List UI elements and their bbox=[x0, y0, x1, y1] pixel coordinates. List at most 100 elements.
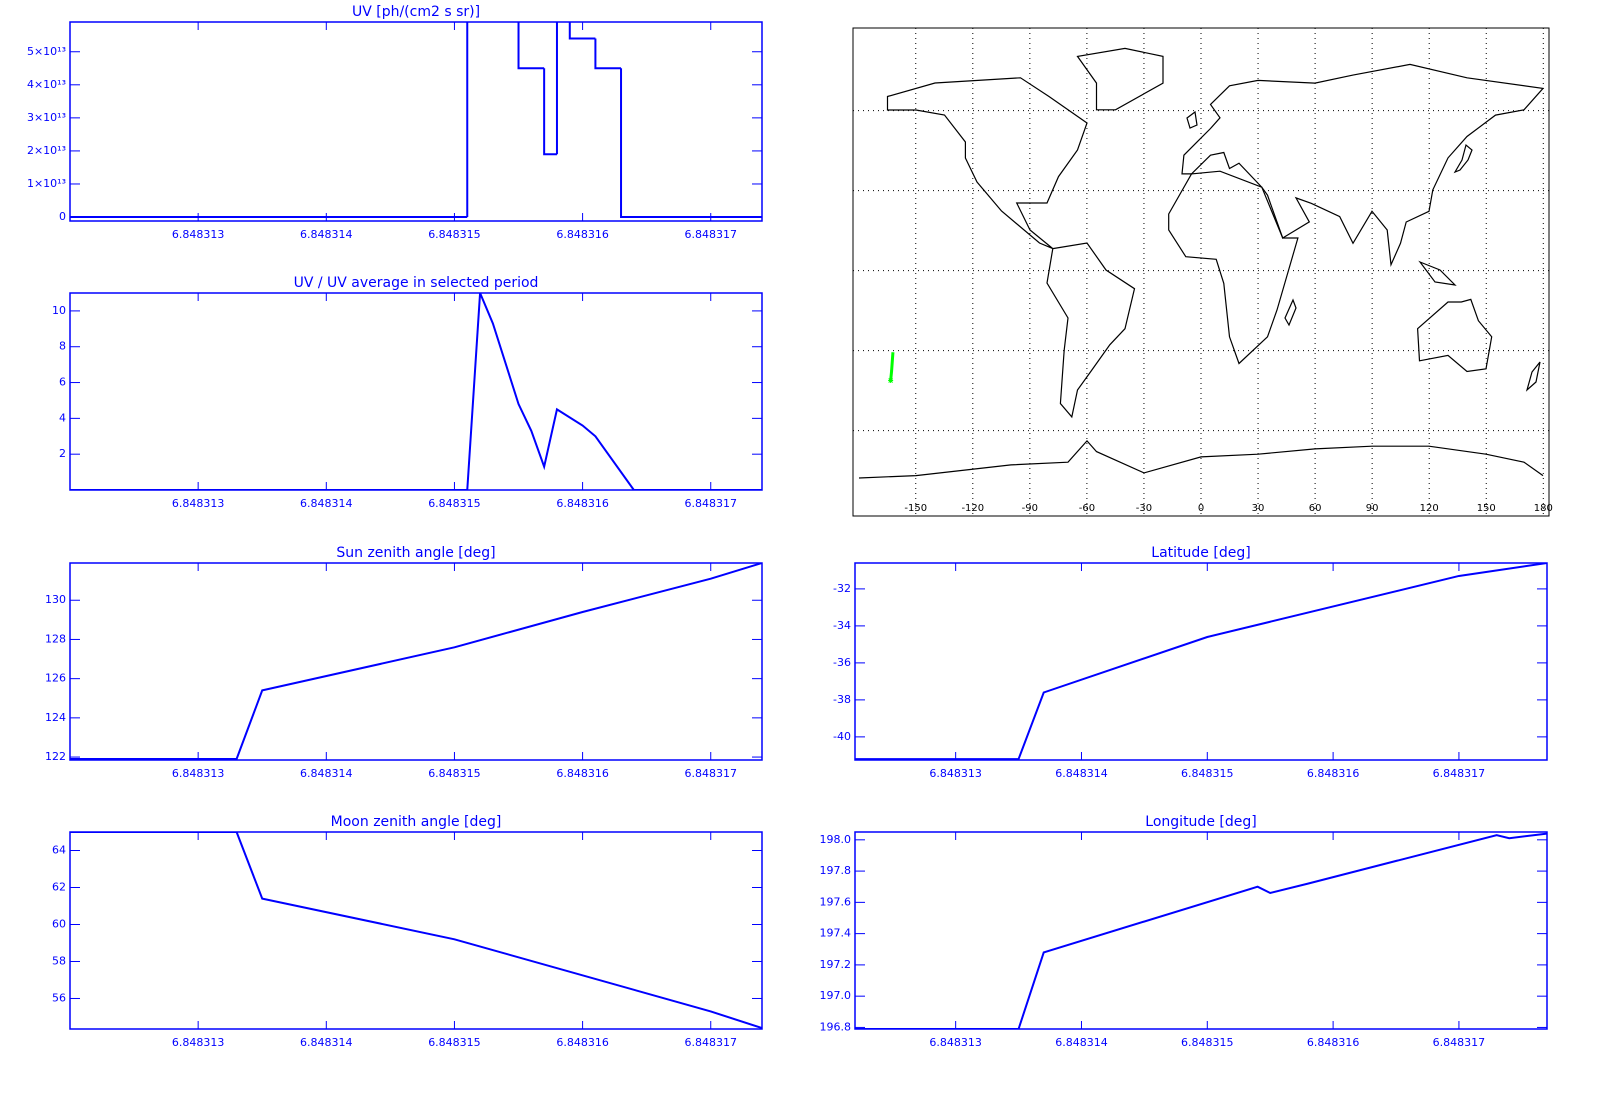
plot: UV / UV average in selected period 6.8483… bbox=[52, 275, 763, 510]
y-tick-label: 197.6 bbox=[820, 895, 852, 908]
x-tick-label: 6.848317 bbox=[684, 497, 737, 510]
y-tick-label: 197.4 bbox=[820, 927, 852, 940]
coastline bbox=[1046, 242, 1136, 419]
y-tick-label: 62 bbox=[52, 880, 66, 893]
y-tick-label: 1×10¹³ bbox=[27, 177, 66, 190]
x-tick-label: 120 bbox=[1420, 503, 1439, 514]
x-tick-label: 6.848316 bbox=[556, 228, 609, 241]
data-line bbox=[855, 563, 1547, 760]
x-tick-label: 6.848317 bbox=[1433, 767, 1486, 780]
x-tick-label: 6.848315 bbox=[428, 1036, 481, 1049]
step-segment bbox=[620, 68, 762, 219]
coastlines bbox=[858, 47, 1545, 479]
coastline bbox=[1284, 298, 1297, 327]
coastline bbox=[1186, 110, 1198, 129]
x-tick-label: 6.848313 bbox=[929, 767, 982, 780]
y-tick-label: 10 bbox=[52, 304, 66, 317]
x-tick-label: 30 bbox=[1252, 503, 1265, 514]
coastline bbox=[886, 77, 1088, 250]
x-tick-label: 6.848317 bbox=[1433, 1036, 1486, 1049]
coastline bbox=[1181, 63, 1545, 267]
x-tick-label: -60 bbox=[1079, 503, 1095, 514]
x-tick-label: 6.848313 bbox=[172, 497, 225, 510]
chart-title: Sun zenith angle [deg] bbox=[336, 545, 495, 561]
x-tick-label: 6.848316 bbox=[556, 1036, 609, 1049]
x-tick-label: 6.848314 bbox=[1055, 1036, 1108, 1049]
x-tick-label: 6.848314 bbox=[300, 228, 353, 241]
coastline bbox=[1168, 170, 1299, 365]
plot: UV [ph/(cm2 s sr)] 6.848313 6.848314 6.8483… bbox=[27, 4, 763, 241]
chart-title: Latitude [deg] bbox=[1151, 545, 1250, 561]
x-tick-label: 6.848314 bbox=[1055, 767, 1108, 780]
x-tick-label: 6.848315 bbox=[1181, 1036, 1234, 1049]
x-tick-label: 90 bbox=[1366, 503, 1379, 514]
chart-title: Moon zenith angle [deg] bbox=[331, 814, 502, 830]
plot-frame bbox=[854, 831, 1548, 1030]
data-line bbox=[70, 832, 762, 1029]
coastline bbox=[858, 439, 1544, 479]
plot-frame bbox=[852, 27, 1550, 517]
y-tick-label: 58 bbox=[52, 954, 66, 967]
y-tick-label: 197.8 bbox=[820, 864, 852, 877]
y-tick-label: 6 bbox=[59, 376, 66, 389]
coastline bbox=[1453, 143, 1473, 174]
coastline bbox=[1418, 260, 1457, 286]
x-tick-label: 6.848315 bbox=[428, 767, 481, 780]
plot: Latitude [deg] 6.848313 6.848314 6.848315 6.… bbox=[833, 545, 1548, 780]
y-tick-label: 0 bbox=[59, 210, 66, 223]
x-tick-label: 6.848313 bbox=[172, 1036, 225, 1049]
step-segment bbox=[543, 68, 557, 156]
y-tick-label: 128 bbox=[45, 632, 66, 645]
x-tick-label: 6.848314 bbox=[300, 1036, 353, 1049]
y-tick-label: 196.8 bbox=[820, 1020, 852, 1033]
step-segment bbox=[466, 22, 469, 218]
y-tick-label: -38 bbox=[833, 693, 851, 706]
y-tick-label: 3×10¹³ bbox=[27, 111, 66, 124]
x-tick-label: 180 bbox=[1534, 503, 1553, 514]
coastline bbox=[1416, 298, 1493, 373]
y-tick-label: 122 bbox=[45, 750, 66, 763]
x-tick-label: 6.848315 bbox=[1181, 767, 1234, 780]
plot: Moon zenith angle [deg] 6.848313 6.848314 6… bbox=[52, 814, 763, 1049]
chart-title: UV [ph/(cm2 s sr)] bbox=[352, 4, 480, 20]
y-tick-label: 56 bbox=[52, 991, 66, 1004]
coastline bbox=[1076, 47, 1164, 111]
plot-frame bbox=[854, 562, 1548, 761]
step-segment bbox=[517, 22, 545, 70]
x-tick-label: 0 bbox=[1198, 503, 1204, 514]
y-tick-label: 197.2 bbox=[820, 958, 852, 971]
map: -150 -120 -90 -60 -30 0 30 60 90 120 150 180 bbox=[852, 27, 1553, 517]
y-tick-label: 64 bbox=[52, 843, 66, 856]
y-tick-label: 126 bbox=[45, 672, 66, 685]
plot: Sun zenith angle [deg] 6.848313 6.848314 6.… bbox=[45, 545, 763, 780]
x-tick-label: 6.848317 bbox=[684, 1036, 737, 1049]
x-tick-label: -30 bbox=[1136, 503, 1152, 514]
step-segment bbox=[594, 38, 622, 70]
plot-frame bbox=[69, 562, 763, 761]
x-tick-label: 150 bbox=[1477, 503, 1496, 514]
y-tick-label: 60 bbox=[52, 917, 66, 930]
y-tick-label: 4×10¹³ bbox=[27, 78, 66, 91]
y-tick-label: 4 bbox=[59, 411, 66, 424]
y-tick-label: 8 bbox=[59, 340, 66, 353]
x-tick-label: 6.848314 bbox=[300, 497, 353, 510]
step-segment bbox=[568, 22, 596, 40]
x-tick-label: 6.848317 bbox=[684, 767, 737, 780]
y-tick-label: -32 bbox=[833, 582, 851, 595]
x-tick-label: -150 bbox=[904, 503, 927, 514]
y-tick-label: -36 bbox=[833, 656, 851, 669]
x-tick-label: 6.848316 bbox=[556, 497, 609, 510]
data-line bbox=[855, 832, 1547, 1029]
y-tick-label: 198.0 bbox=[820, 833, 852, 846]
x-tick-label: 60 bbox=[1309, 503, 1322, 514]
y-tick-label: 124 bbox=[45, 711, 66, 724]
x-tick-label: -120 bbox=[961, 503, 984, 514]
plot-frame bbox=[69, 292, 763, 491]
x-tick-label: 6.848313 bbox=[172, 767, 225, 780]
x-tick-label: 6.848316 bbox=[1307, 1036, 1360, 1049]
x-tick-label: 6.848316 bbox=[556, 767, 609, 780]
y-tick-label: 197.0 bbox=[820, 989, 852, 1002]
x-tick-label: 6.848313 bbox=[172, 228, 225, 241]
x-tick-label: 6.848314 bbox=[300, 767, 353, 780]
